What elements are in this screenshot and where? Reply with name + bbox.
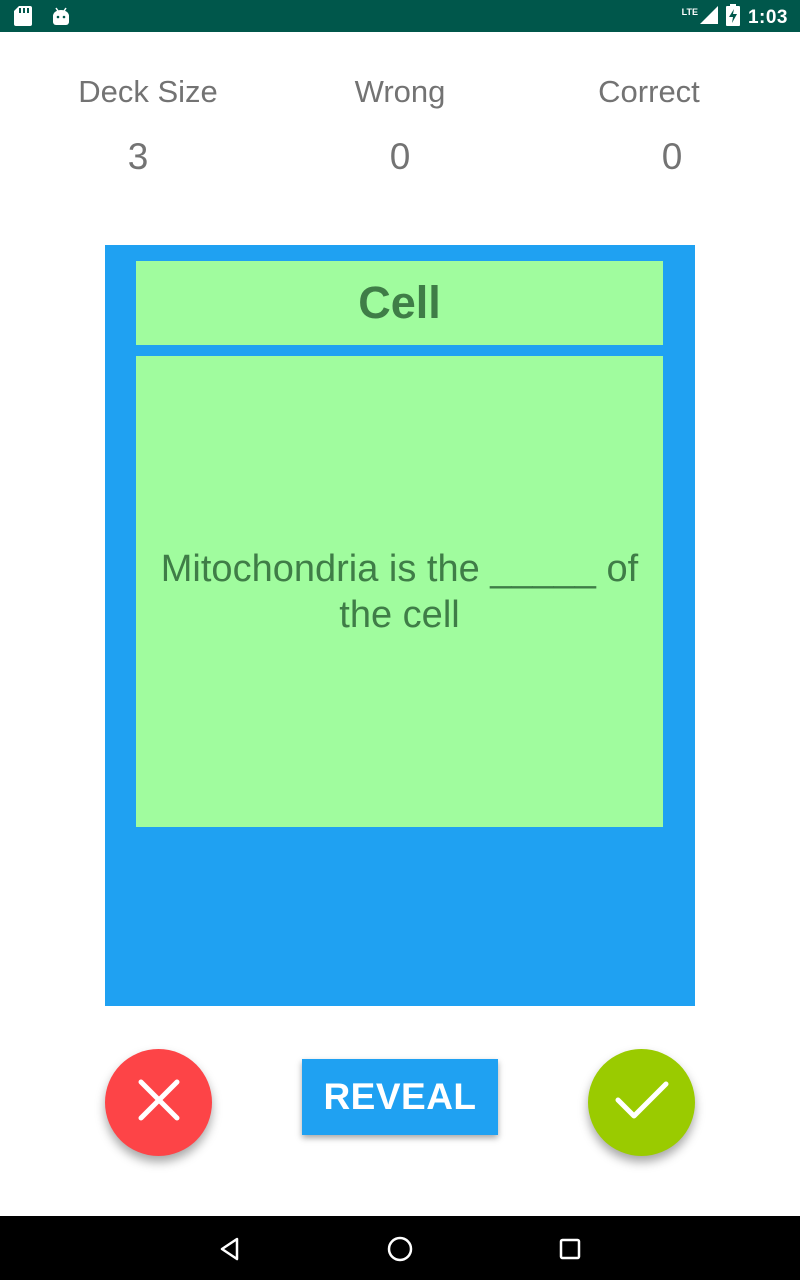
battery-charging-icon	[725, 4, 740, 31]
network-type: LTE	[681, 6, 698, 17]
card-question: Mitochondria is the _____ of the cell	[160, 547, 639, 636]
navigation-bar	[0, 1216, 800, 1280]
check-icon	[614, 1078, 670, 1127]
status-time: 1:03	[747, 6, 788, 28]
flashcard[interactable]: Cell Mitochondria is the _____ of the ce…	[105, 245, 695, 1006]
sd-card-icon	[14, 6, 32, 31]
status-left-icons	[14, 6, 70, 31]
wrong-stat: Wrong 0	[300, 74, 500, 178]
correct-label: Correct	[598, 74, 700, 109]
signal-icon	[699, 6, 718, 29]
back-icon[interactable]	[215, 1234, 245, 1264]
deck-size-value: 3	[127, 136, 149, 177]
card-body-panel: Mitochondria is the _____ of the cell	[136, 356, 663, 827]
status-bar: LTE 1:03	[0, 0, 800, 32]
home-icon[interactable]	[385, 1234, 415, 1264]
correct-value: 0	[661, 136, 683, 177]
card-title-panel: Cell	[136, 261, 663, 345]
wrong-value: 0	[389, 136, 411, 177]
close-icon	[137, 1078, 181, 1127]
reveal-button[interactable]: REVEAL	[302, 1059, 498, 1135]
card-title: Cell	[358, 277, 441, 328]
stats-row: Deck Size 3 Wrong 0 Correct 0	[0, 74, 800, 194]
mark-wrong-button[interactable]	[105, 1049, 212, 1156]
status-right-icons: LTE 1:03	[682, 4, 788, 31]
correct-stat: Correct 0	[549, 74, 749, 178]
android-icon	[52, 7, 70, 30]
mark-correct-button[interactable]	[588, 1049, 695, 1156]
deck-size-stat: Deck Size 3	[48, 74, 248, 178]
recents-icon[interactable]	[555, 1234, 585, 1264]
deck-size-label: Deck Size	[78, 74, 218, 109]
wrong-label: Wrong	[354, 74, 446, 109]
